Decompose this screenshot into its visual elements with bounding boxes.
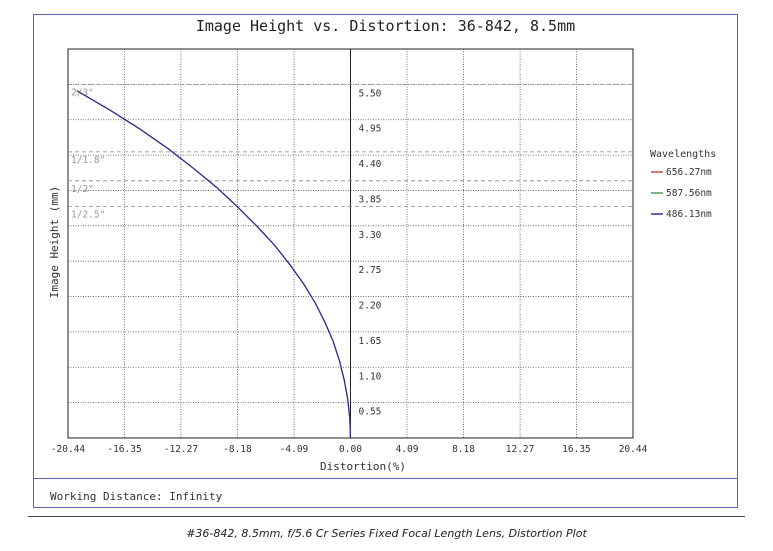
sensor-format-label: 1/2" (71, 184, 94, 195)
y-tick-label: 3.85 (359, 194, 382, 205)
x-tick-label: 0.00 (339, 444, 362, 455)
series-line-486.13nm (76, 90, 352, 439)
legend: Wavelengths 656.27nm 587.56nm 486.13nm (650, 149, 716, 220)
y-tick-label: 2.20 (359, 301, 382, 312)
x-tick-label: -4.09 (280, 444, 309, 455)
x-tick-label: 16.35 (562, 444, 591, 455)
sensor-format-label: 1/2.5" (71, 210, 105, 221)
chart-title: Image Height vs. Distortion: 36-842, 8.5… (195, 17, 576, 35)
legend-label: 656.27nm (666, 167, 712, 178)
footer-divider (33, 478, 738, 479)
y-tick-label: 0.55 (359, 407, 382, 418)
y-axis-label: Image Height (mm) (48, 186, 61, 299)
y-tick-label: 4.95 (359, 124, 382, 135)
x-tick-label: 12.27 (506, 444, 535, 455)
caption-divider (28, 516, 745, 517)
tick-layer: -20.44 -16.35 -12.27 -8.18 -4.09 0.00 4.09 8.18… (51, 88, 648, 455)
x-axis-label: Distortion(%) (320, 460, 406, 473)
legend-label: 486.13nm (666, 209, 712, 220)
y-tick-label: 4.40 (359, 159, 382, 170)
grid-layer (67, 48, 634, 439)
y-tick-label: 1.10 (359, 371, 382, 382)
series-line-656.27nm (76, 90, 352, 439)
x-tick-label: -16.35 (107, 444, 141, 455)
sensor-format-layer: 2/3" 1/1.8" 1/2" 1/2.5" (68, 83, 633, 221)
sensor-format-label: 1/1.8" (71, 155, 105, 166)
x-tick-label: 4.09 (396, 444, 419, 455)
series-layer (76, 90, 352, 439)
series-line-587.56nm (76, 90, 352, 439)
x-tick-label: 8.18 (452, 444, 475, 455)
legend-title: Wavelengths (650, 149, 716, 160)
chart-frame (33, 14, 738, 508)
x-tick-label: -8.18 (223, 444, 252, 455)
y-tick-label: 1.65 (359, 336, 382, 347)
legend-label: 587.56nm (666, 188, 712, 199)
y-tick-label: 3.30 (359, 230, 382, 241)
working-distance: Working Distance: Infinity (50, 490, 223, 503)
sensor-format-label: 2/3" (71, 87, 94, 98)
x-tick-label: -12.27 (164, 444, 198, 455)
x-tick-label: -20.44 (51, 444, 86, 455)
y-tick-label: 2.75 (359, 265, 382, 276)
x-tick-label: 20.44 (619, 444, 648, 455)
figure-caption: #36-842, 8.5mm, f/5.6 Cr Series Fixed Fo… (186, 527, 587, 540)
y-tick-label: 5.50 (359, 88, 382, 99)
